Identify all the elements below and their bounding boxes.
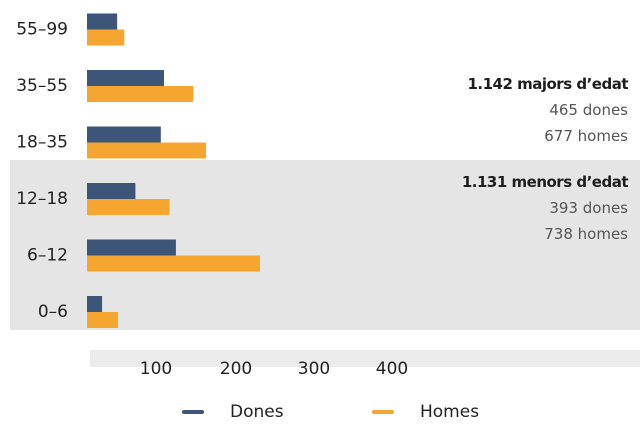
legend-item-dones: Dones <box>182 402 284 422</box>
bar-homes <box>87 199 170 215</box>
menors-dones-label: 393 dones <box>549 199 628 217</box>
category-label: 35–55 <box>16 76 68 96</box>
bar-dones <box>87 13 118 30</box>
bar-homes <box>87 29 125 46</box>
majors-dones-label: 465 dones <box>549 101 628 119</box>
x-axis-band <box>90 350 640 367</box>
legend-item-homes: Homes <box>372 402 479 422</box>
bar-dones <box>87 296 103 312</box>
chart-legend: Dones Homes <box>0 402 640 432</box>
x-tick-label: 200 <box>220 359 252 379</box>
category-label: 12–18 <box>16 189 68 209</box>
x-tick-label: 100 <box>140 359 172 379</box>
category-label: 18–35 <box>16 133 68 153</box>
bar-dones <box>87 183 136 199</box>
bar-dones <box>87 126 161 143</box>
majors-homes-label: 677 homes <box>544 127 628 145</box>
legend-label-homes: Homes <box>420 402 480 422</box>
category-label: 6–12 <box>27 246 68 266</box>
legend-swatch-dones <box>182 410 204 414</box>
bar-dones <box>87 239 176 256</box>
majors-total-label: 1.142 majors d’edat <box>467 75 628 93</box>
menors-total-label: 1.131 menors d’edat <box>461 173 629 191</box>
legend-swatch-homes <box>372 410 394 414</box>
bar-homes <box>87 255 261 272</box>
bar-homes <box>87 312 118 328</box>
menors-homes-label: 738 homes <box>544 225 628 243</box>
category-label: 0–6 <box>38 302 68 322</box>
bar-homes <box>87 86 194 102</box>
x-tick-label: 400 <box>376 359 408 379</box>
bar-dones <box>87 70 164 86</box>
category-label: 55–99 <box>16 20 68 40</box>
x-tick-label: 300 <box>298 359 330 379</box>
legend-label-dones: Dones <box>230 402 284 422</box>
bar-homes <box>87 142 207 159</box>
